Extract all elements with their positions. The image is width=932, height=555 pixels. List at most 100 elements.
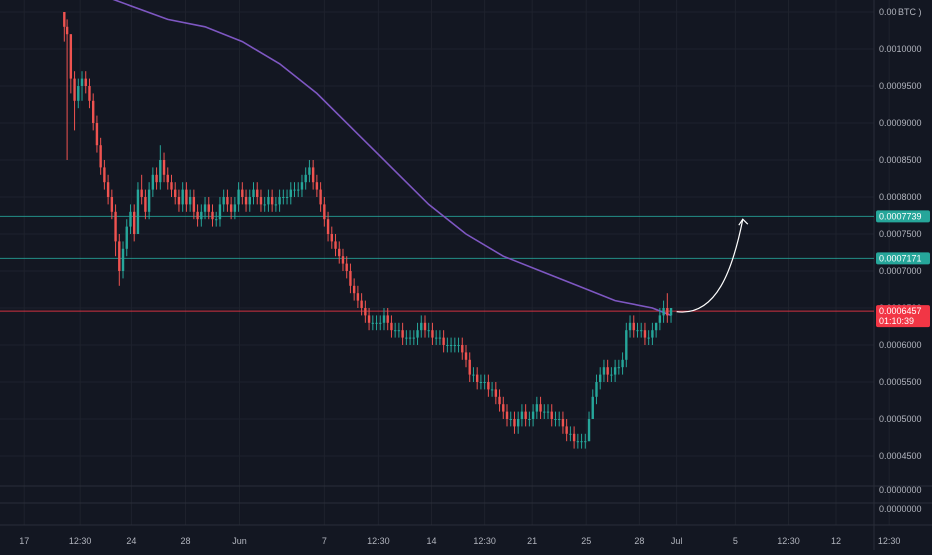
candle-up — [625, 322, 628, 368]
time-tick-label: 24 — [126, 536, 136, 546]
candle-up — [129, 204, 132, 234]
time-tick-label: 12:30 — [777, 536, 800, 546]
price-tag-bg — [876, 252, 930, 265]
candle-body — [632, 322, 635, 331]
candle-down — [442, 330, 445, 353]
candle-up — [509, 411, 512, 427]
candle-body — [88, 86, 91, 101]
candle-up — [393, 322, 397, 338]
candle-body — [390, 322, 393, 331]
candle-body — [218, 204, 222, 220]
candle-up — [654, 322, 658, 338]
price-tag-bg — [876, 305, 930, 328]
candle-down — [118, 234, 121, 286]
candle-down — [643, 322, 647, 345]
candle-up — [427, 322, 430, 338]
candle-down — [487, 374, 490, 397]
candle-down — [390, 315, 393, 338]
candle-body — [591, 396, 594, 419]
time-tick-label: 17 — [19, 536, 29, 546]
candle-up — [554, 411, 557, 427]
candle-up — [379, 315, 382, 331]
candle-body — [613, 367, 617, 375]
candle-body — [550, 411, 553, 419]
candle-body — [382, 315, 386, 323]
candle-body — [125, 226, 128, 249]
candle-body — [270, 197, 274, 205]
candle-up — [218, 197, 222, 227]
candle-down — [140, 174, 143, 205]
candle-body — [319, 189, 322, 205]
candle-body — [666, 308, 669, 316]
price-tick-label: 0.0008000 — [879, 192, 922, 202]
candle-body — [490, 389, 494, 391]
candle-body — [584, 441, 587, 443]
candle-body — [106, 182, 110, 197]
candle-down — [513, 411, 516, 434]
candle-body — [177, 197, 181, 205]
time-tick-label: 14 — [427, 536, 437, 546]
candle-down — [99, 137, 102, 175]
candle-up — [636, 322, 639, 338]
candle-down — [386, 308, 389, 331]
candle-body — [121, 248, 125, 271]
candle-body — [475, 374, 479, 382]
candle-body — [92, 100, 95, 123]
candle-body — [468, 359, 471, 375]
candle-up — [263, 197, 266, 212]
candle-body — [371, 322, 374, 324]
candle-up — [147, 182, 151, 220]
candle-body — [185, 189, 188, 205]
candle-down — [539, 396, 542, 419]
candle-body — [569, 433, 572, 435]
candle-body — [669, 308, 673, 316]
candle-up — [408, 330, 412, 345]
candle-body — [181, 189, 184, 205]
candle-down — [468, 352, 471, 382]
candle-down — [505, 404, 509, 427]
candle-body — [442, 337, 445, 345]
price-tick-label: 0.0008500 — [879, 155, 922, 165]
candle-up — [159, 145, 162, 190]
time-tick-label: 12:30 — [473, 536, 496, 546]
candle-body — [449, 345, 453, 346]
candle-up — [289, 182, 292, 205]
candle-body — [464, 352, 468, 360]
candle-up — [610, 367, 613, 382]
candle-body — [192, 197, 196, 212]
candle-down — [401, 322, 404, 345]
candle-body — [405, 337, 408, 339]
candle-up — [304, 167, 307, 190]
candle-down — [315, 174, 319, 197]
candle-up — [658, 308, 662, 331]
candle-up — [599, 367, 602, 390]
candle-up — [285, 189, 289, 205]
candle-body — [554, 419, 557, 420]
candle-body — [297, 189, 300, 191]
candle-up — [446, 337, 449, 353]
candle-body — [494, 389, 498, 397]
time-tick-label: 28 — [180, 536, 190, 546]
time-axis[interactable]: 17 12:30 24 28 Jun 7 12:30 14 12:30 21 25 28 Jul 5 12:… — [19, 536, 900, 546]
candle-body — [144, 197, 147, 212]
time-tick-label: Jun — [232, 536, 247, 546]
level-price-tag: 0.0007739 — [876, 210, 930, 223]
candle-body — [308, 167, 311, 175]
candle-body — [621, 359, 624, 368]
candle-down — [259, 189, 263, 212]
candle-down — [229, 197, 233, 220]
candle-up — [308, 160, 311, 183]
candle-up — [203, 197, 207, 220]
candle-up — [222, 189, 225, 212]
candle-body — [77, 86, 80, 101]
candle-body — [95, 123, 99, 146]
time-tick-label: Jul — [671, 536, 683, 546]
candle-body — [311, 167, 315, 183]
candle-body — [263, 204, 266, 206]
price-tag-bg — [876, 210, 930, 223]
candle-down — [349, 263, 352, 294]
candle-down — [88, 78, 91, 109]
